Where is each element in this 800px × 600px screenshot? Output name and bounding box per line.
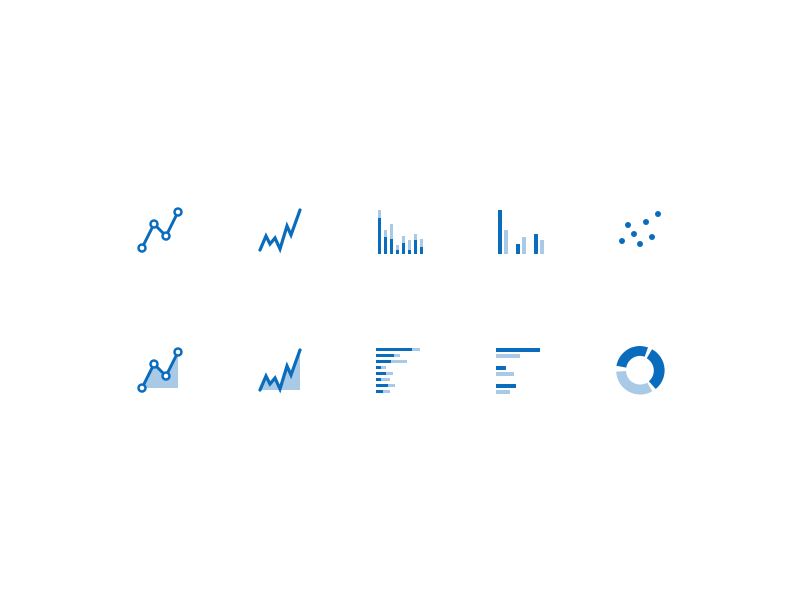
donut-chart-icon: [610, 340, 670, 400]
grouped-bar-chart-few-icon: [490, 340, 550, 400]
line-chart-with-markers-icon: [130, 200, 190, 260]
scatter-plot-icon: [610, 200, 670, 260]
jagged-area-chart-icon: [250, 340, 310, 400]
grouped-column-chart-few-icon: [490, 200, 550, 260]
grouped-bar-chart-many-icon: [370, 340, 430, 400]
grouped-column-chart-many-icon: [370, 200, 430, 260]
jagged-line-chart-icon: [250, 200, 310, 260]
area-chart-with-markers-icon: [130, 340, 190, 400]
